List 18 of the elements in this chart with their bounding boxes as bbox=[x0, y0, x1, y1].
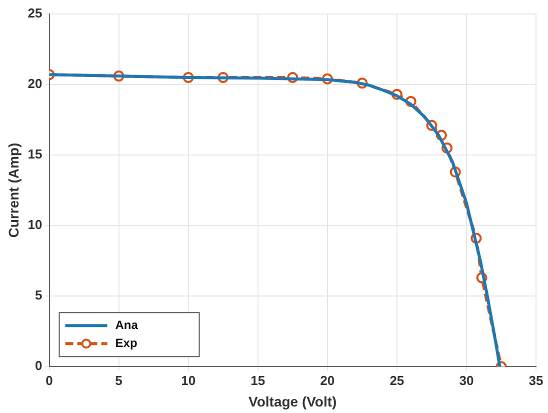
x-tick-label: 15 bbox=[250, 372, 266, 388]
y-tick-label: 0 bbox=[35, 358, 42, 374]
legend-label: Exp bbox=[115, 336, 138, 350]
x-tick-label: 25 bbox=[390, 372, 404, 388]
y-tick-label: 5 bbox=[35, 288, 42, 303]
y-axis-title: Current (Amp) bbox=[5, 142, 22, 238]
legend-label: Ana bbox=[115, 318, 138, 332]
x-axis-title: Voltage (Volt) bbox=[248, 393, 337, 410]
y-tick-label: 25 bbox=[28, 6, 42, 21]
x-tick-label: 10 bbox=[181, 372, 196, 388]
x-tick-label: 30 bbox=[459, 372, 474, 388]
y-tick-label: 20 bbox=[28, 76, 42, 92]
y-tick-label: 15 bbox=[28, 146, 42, 162]
x-tick-label: 35 bbox=[528, 372, 544, 388]
x-tick-label: 5 bbox=[115, 372, 122, 388]
x-tick-label: 0 bbox=[46, 372, 53, 388]
y-tick-label: 10 bbox=[28, 217, 42, 232]
x-tick-label: 20 bbox=[320, 372, 335, 388]
